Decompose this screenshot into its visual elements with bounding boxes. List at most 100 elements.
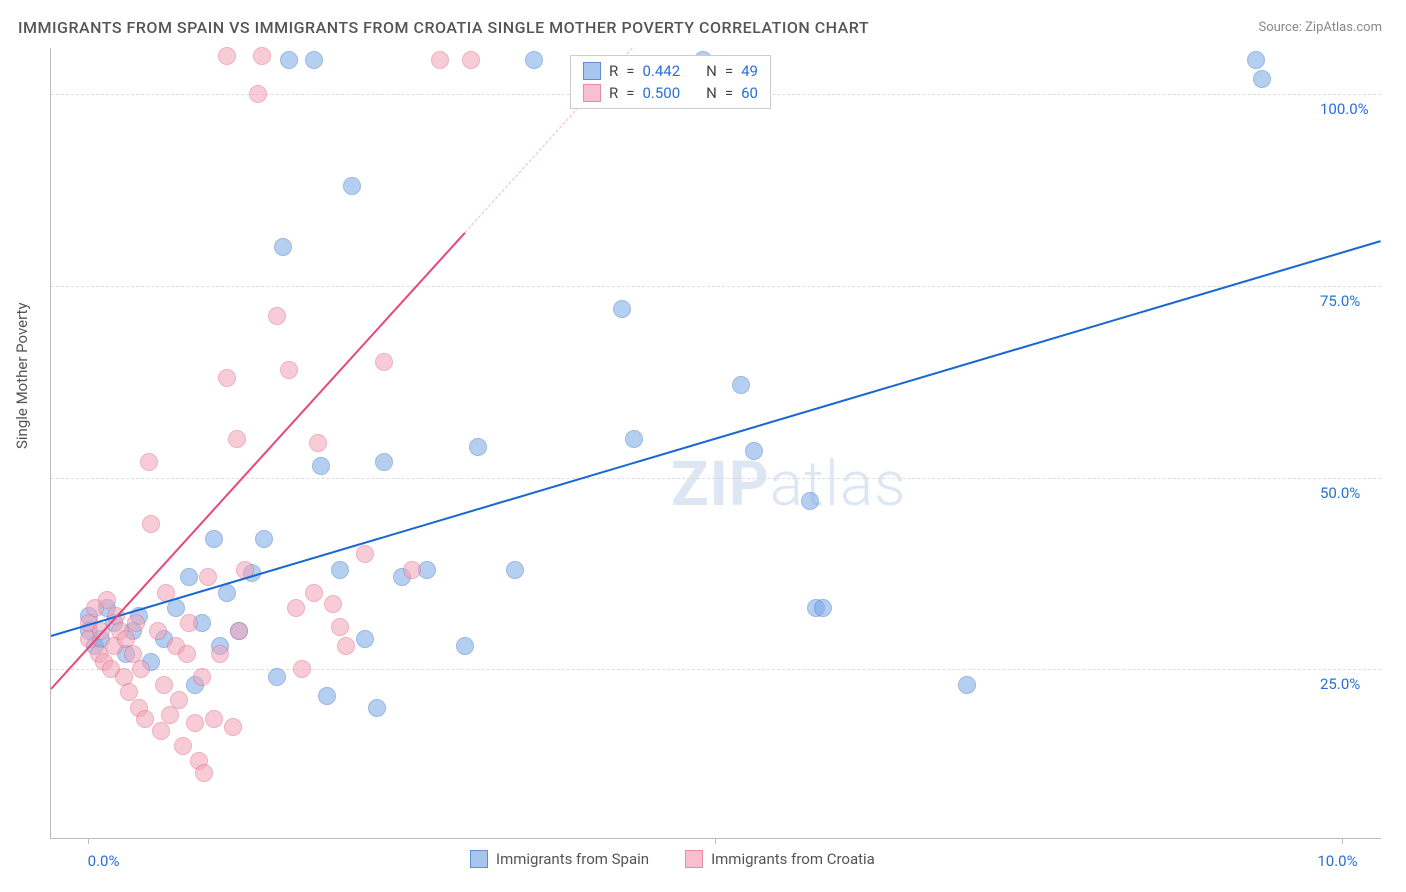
data-point-croatia [224, 718, 242, 736]
data-point-croatia [280, 361, 298, 379]
r-label: R [609, 62, 618, 80]
legend-stats: R = 0.442 N = 49 R = 0.500 N = 60 [570, 55, 771, 109]
data-point-spain [180, 568, 198, 586]
n-value-spain: 49 [741, 62, 758, 80]
data-point-spain [268, 668, 286, 686]
y-tick-label: 50.0% [1320, 484, 1360, 502]
trend-line [51, 240, 1382, 637]
data-point-spain [356, 630, 374, 648]
data-point-spain [375, 453, 393, 471]
source-attribution: Source: ZipAtlas.com [1258, 20, 1382, 35]
trend-line [50, 232, 466, 690]
data-point-spain [305, 51, 323, 69]
data-point-croatia [228, 430, 246, 448]
data-point-croatia [268, 307, 286, 325]
data-point-croatia [140, 453, 158, 471]
data-point-croatia [170, 691, 188, 709]
x-tick [88, 838, 89, 844]
data-point-croatia [375, 353, 393, 371]
legend-series: Immigrants from Spain Immigrants from Cr… [470, 850, 875, 868]
data-point-croatia [462, 51, 480, 69]
data-point-spain [732, 376, 750, 394]
data-point-croatia [337, 637, 355, 655]
swatch-croatia [583, 84, 601, 102]
data-point-croatia [132, 660, 150, 678]
y-axis-label: Single Mother Poverty [13, 302, 31, 449]
data-point-croatia [249, 85, 267, 103]
data-point-croatia [305, 584, 323, 602]
data-point-spain [255, 530, 273, 548]
data-point-croatia [174, 737, 192, 755]
data-point-croatia [199, 568, 217, 586]
swatch-spain [470, 850, 488, 868]
data-point-spain [1253, 70, 1271, 88]
data-point-croatia [152, 722, 170, 740]
data-point-croatia [180, 614, 198, 632]
data-point-croatia [205, 710, 223, 728]
data-point-spain [469, 438, 487, 456]
data-point-croatia [161, 706, 179, 724]
data-point-croatia [287, 599, 305, 617]
r-value-spain: 0.442 [642, 62, 680, 80]
plot-area: ZIPatlas [50, 48, 1381, 839]
data-point-croatia [293, 660, 311, 678]
data-point-spain [525, 51, 543, 69]
data-point-spain [343, 177, 361, 195]
gridline [51, 478, 1381, 479]
data-point-spain [506, 561, 524, 579]
data-point-spain [1247, 51, 1265, 69]
data-point-spain [368, 699, 386, 717]
data-point-spain [456, 637, 474, 655]
legend-stats-row-croatia: R = 0.500 N = 60 [583, 82, 758, 104]
data-point-croatia [218, 369, 236, 387]
data-point-croatia [142, 515, 160, 533]
data-point-spain [318, 687, 336, 705]
data-point-croatia [403, 561, 421, 579]
data-point-croatia [230, 622, 248, 640]
y-tick-label: 25.0% [1320, 675, 1360, 693]
data-point-croatia [431, 51, 449, 69]
y-tick-label: 100.0% [1320, 100, 1369, 118]
data-point-croatia [309, 434, 327, 452]
data-point-croatia [136, 710, 154, 728]
legend-stats-row-spain: R = 0.442 N = 49 [583, 60, 758, 82]
swatch-croatia [685, 850, 703, 868]
data-point-croatia [356, 545, 374, 563]
data-point-croatia [178, 645, 196, 663]
r-value-croatia: 0.500 [642, 84, 680, 102]
chart-container: IMMIGRANTS FROM SPAIN VS IMMIGRANTS FROM… [0, 0, 1406, 892]
data-point-spain [613, 300, 631, 318]
data-point-croatia [218, 47, 236, 65]
swatch-spain [583, 62, 601, 80]
data-point-croatia [211, 645, 229, 663]
data-point-spain [958, 676, 976, 694]
legend-item-croatia: Immigrants from Croatia [685, 850, 875, 868]
n-label: N [706, 62, 717, 80]
data-point-croatia [127, 614, 145, 632]
gridline [51, 286, 1381, 287]
data-point-croatia [331, 618, 349, 636]
data-point-croatia [149, 622, 167, 640]
data-point-spain [312, 457, 330, 475]
y-tick-label: 75.0% [1320, 292, 1360, 310]
legend-label-croatia: Immigrants from Croatia [711, 850, 875, 868]
x-tick-label: 10.0% [1317, 852, 1357, 870]
n-value-croatia: 60 [741, 84, 758, 102]
data-point-spain [280, 51, 298, 69]
data-point-croatia [186, 714, 204, 732]
data-point-croatia [324, 595, 342, 613]
data-point-croatia [253, 47, 271, 65]
x-tick [1342, 838, 1343, 844]
gridline [51, 669, 1381, 670]
data-point-spain [625, 430, 643, 448]
data-point-spain [745, 442, 763, 460]
data-point-croatia [193, 668, 211, 686]
x-tick [715, 838, 716, 844]
data-point-spain [274, 238, 292, 256]
legend-label-spain: Immigrants from Spain [496, 850, 649, 868]
chart-title: IMMIGRANTS FROM SPAIN VS IMMIGRANTS FROM… [18, 18, 869, 37]
data-point-spain [801, 492, 819, 510]
x-tick-label: 0.0% [88, 852, 120, 870]
data-point-spain [814, 599, 832, 617]
data-point-croatia [195, 764, 213, 782]
